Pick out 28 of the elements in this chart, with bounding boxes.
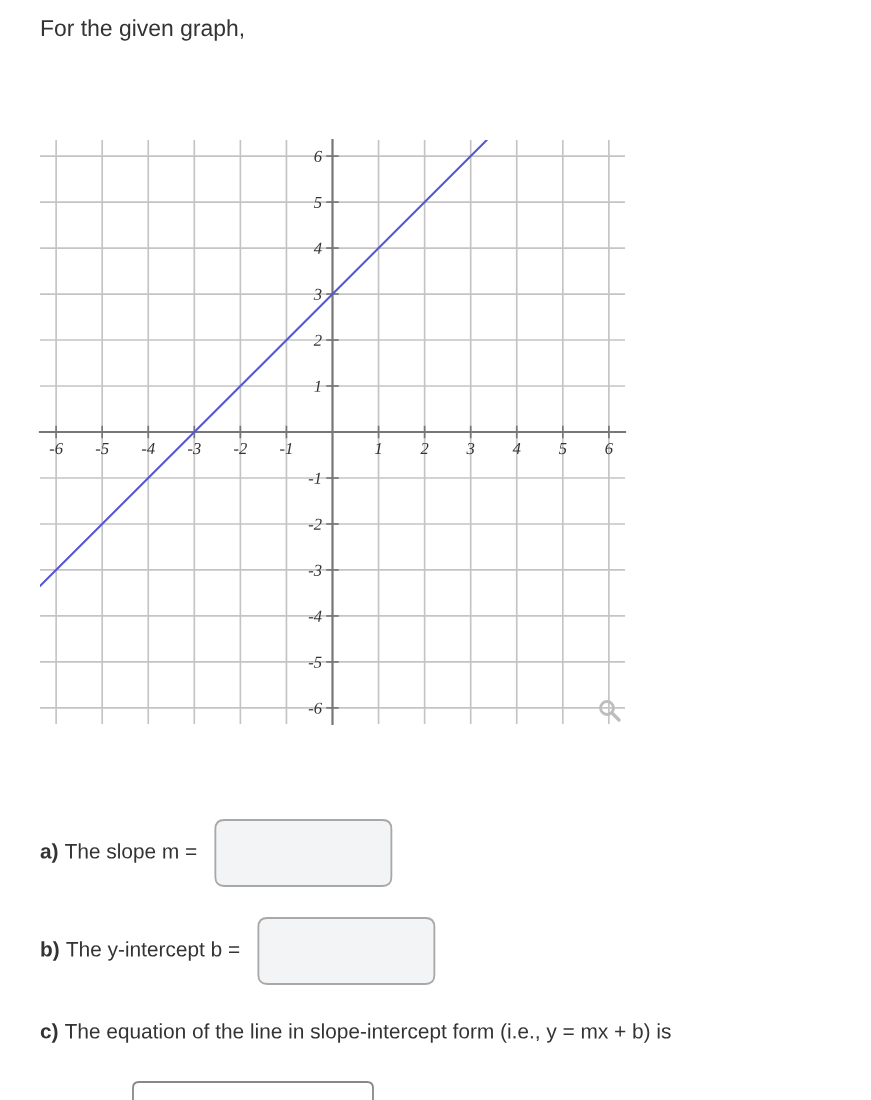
y-tick-label: -3 [308,564,322,576]
x-tick-label: -6 [49,442,63,455]
y-tick-label: 2 [313,334,322,346]
text: c) The equation of the line in slope-intercept form (i.e., y = mx + b) is [40,1023,671,1043]
y-tick-label: 5 [314,196,322,209]
x-tick-label: -1 [280,442,292,454]
x-tick-label: -5 [95,443,109,455]
text: a) The slope m = [40,843,197,863]
x-tick-label: -2 [234,442,247,454]
y-tick-label: 6 [314,150,322,163]
y-tick-label: -6 [308,702,322,714]
y-tick-label: -4 [308,610,322,622]
y-tick-label: -5 [308,656,322,668]
x-tick-label: 2 [420,442,429,454]
y-tick-label: 1 [314,380,321,392]
text: b) The y-intercept b = [41,941,240,961]
x-tick-label: -4 [141,443,155,454]
x-tick-label: 5 [558,443,567,455]
x-tick-label: 6 [605,442,613,455]
y-tick-label: -1 [308,472,321,484]
y-tick-label: -2 [308,518,322,530]
y-tick-label: 3 [313,288,322,300]
y-tick-label: 4 [313,242,322,254]
chart-title: For the given graph, [41,19,244,41]
x-tick-label: 4 [512,443,521,454]
x-tick-label: 3 [466,442,475,455]
x-tick-label: -3 [187,442,201,455]
x-tick-label: 1 [374,442,381,454]
